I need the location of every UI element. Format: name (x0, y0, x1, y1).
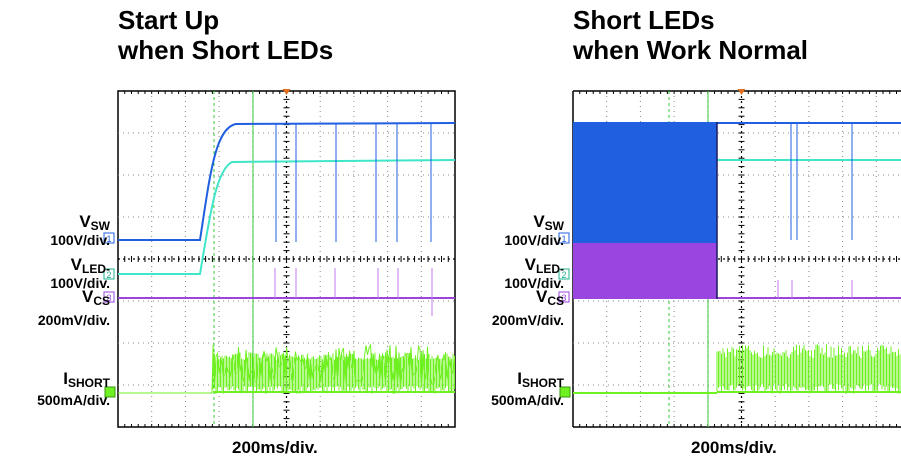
ishort-fill (212, 352, 455, 394)
ishort-label: ISHORT (517, 369, 564, 390)
scope-panel-startup: Start Up when Short LEDs 1 2 3 VSW 100V/di… (37, 5, 456, 457)
vled-scale: 100V/div. (50, 275, 110, 291)
channel-marker (104, 386, 116, 398)
trigger-marker (282, 89, 291, 95)
channel-marker (103, 232, 115, 244)
ishort-scale: 500mA/div. (491, 392, 564, 408)
timebase-label: 200ms/div. (232, 438, 318, 457)
vled-label: VLED- (70, 255, 110, 276)
panel-title: Short LEDs when Work Normal (573, 5, 808, 65)
vled-label: VLED- (524, 255, 564, 276)
channel-marker (558, 291, 570, 303)
channel-marker-number: 2 (106, 270, 111, 280)
channel-marker (559, 386, 571, 398)
channel-marker-number: 2 (561, 270, 566, 280)
vled-trace (118, 159, 456, 275)
timebase-label: 200ms/div. (691, 438, 777, 457)
ishort-trace (716, 344, 901, 394)
vcs-scale: 200mV/div. (37, 312, 110, 328)
channel-marker-number: 3 (106, 293, 111, 303)
vled-scale: 100V/div. (504, 275, 564, 291)
ishort-label: ISHORT (63, 369, 110, 390)
oscilloscope-plot: 1 2 3 (558, 89, 901, 428)
scope-panel-short: Short LEDs when Work Normal 1 2 3 VSW 100V… (455, 0, 901, 464)
ishort-scale: 500mA/div. (37, 392, 110, 408)
vsw-label: VSW (533, 212, 564, 233)
panel-title: Start Up when Short LEDs (118, 5, 333, 65)
vsw-switching-block (573, 122, 717, 243)
channel-marker-number: 1 (561, 234, 566, 244)
channel-marker-number: 3 (561, 293, 566, 303)
title-line-1: Short LEDs (573, 5, 715, 35)
title-line-2: when Work Normal (573, 35, 809, 65)
vcs-switching-block (573, 243, 717, 299)
channel-marker (103, 291, 115, 303)
vcs-label: VCS (81, 287, 110, 308)
vsw-label: VSW (79, 212, 110, 233)
channel-marker (103, 268, 115, 280)
trigger-marker (737, 89, 746, 95)
channel-marker-number: 1 (106, 234, 111, 244)
vsw-scale: 100V/div. (504, 232, 564, 248)
vcs-label: VCS (535, 287, 564, 308)
title-line-2: when Short LEDs (118, 35, 334, 65)
channel-marker (558, 268, 570, 280)
vcs-scale: 200mV/div. (491, 312, 564, 328)
title-line-1: Start Up (118, 5, 220, 35)
oscilloscope-plot: 1 2 3 (103, 89, 456, 428)
channel-marker (558, 232, 570, 244)
vsw-scale: 100V/div. (50, 232, 110, 248)
vsw-trace (118, 122, 456, 241)
